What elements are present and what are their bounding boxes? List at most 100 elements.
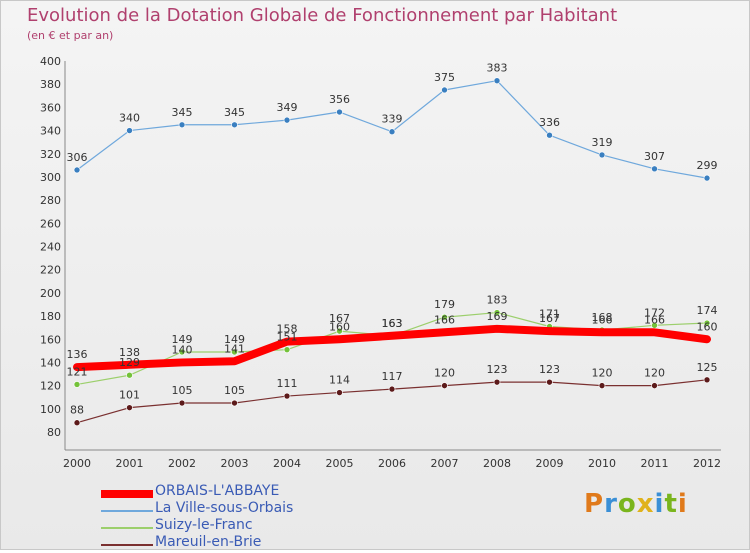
data-label-orbais-l-abbaye: 160 [329, 320, 350, 333]
data-label-mareuil-en-brie: 111 [277, 377, 298, 390]
logo-letter: r [604, 489, 618, 519]
data-label-orbais-l-abbaye: 158 [277, 323, 298, 336]
y-tick-label: 80 [47, 426, 61, 439]
data-point-la-ville-sous-orbais [651, 165, 658, 173]
data-point-la-ville-sous-orbais [546, 131, 553, 139]
logo-letter: i [677, 489, 688, 519]
data-label-suizy-le-franc: 151 [277, 331, 298, 344]
data-label-mareuil-en-brie: 123 [539, 363, 560, 376]
logo-letter: o [617, 489, 637, 519]
proxiti-logo: Proxiti [584, 489, 688, 519]
data-point-mareuil-en-brie [336, 389, 343, 396]
data-label-la-ville-sous-orbais: 307 [644, 150, 665, 163]
legend-swatch-orbais [101, 490, 153, 498]
data-point-mareuil-en-brie [651, 382, 658, 389]
data-point-suizy-le-franc [441, 313, 448, 321]
data-point-suizy-le-franc [283, 346, 291, 353]
data-label-mareuil-en-brie: 114 [329, 374, 350, 387]
data-label-la-ville-sous-orbais: 375 [434, 71, 455, 84]
y-tick-label: 340 [40, 125, 61, 138]
data-point-la-ville-sous-orbais [126, 127, 133, 134]
data-label-orbais-l-abbaye: 140 [172, 343, 193, 356]
data-label-la-ville-sous-orbais: 319 [592, 136, 613, 149]
data-point-mareuil-en-brie [283, 392, 291, 400]
y-tick-label: 100 [40, 403, 61, 416]
x-tick-label: 2010 [588, 457, 616, 470]
logo-letter: x [636, 489, 655, 519]
data-label-mareuil-en-brie: 117 [382, 370, 403, 383]
x-tick-label: 2001 [116, 457, 144, 470]
data-label-la-ville-sous-orbais: 336 [539, 116, 560, 129]
series-group [73, 77, 711, 427]
data-point-mareuil-en-brie [703, 376, 711, 384]
data-point-la-ville-sous-orbais [231, 121, 238, 129]
data-label-la-ville-sous-orbais: 356 [329, 93, 350, 106]
x-tick-label: 2011 [641, 457, 669, 470]
data-point-mareuil-en-brie [178, 399, 186, 407]
data-point-mareuil-en-brie [598, 382, 606, 389]
data-label-orbais-l-abbaye: 167 [539, 312, 560, 325]
series-line-orbais-l-abbaye [73, 324, 711, 372]
y-tick-label: 220 [40, 264, 61, 277]
legend-swatch-suizy [101, 527, 153, 529]
y-tick-label: 280 [40, 194, 61, 207]
x-tick-label: 2004 [273, 457, 301, 470]
x-tick-label: 2009 [536, 457, 564, 470]
x-tick-label: 2000 [63, 457, 91, 470]
logo-letter: t [664, 489, 678, 519]
data-label-orbais-l-abbaye: 166 [434, 313, 455, 326]
data-label-orbais-l-abbaye: 163 [382, 317, 403, 330]
y-tick-label: 200 [40, 287, 61, 300]
y-tick-label: 240 [40, 241, 61, 254]
data-label-orbais-l-abbaye: 136 [67, 348, 88, 361]
data-point-la-ville-sous-orbais [493, 77, 501, 85]
data-label-suizy-le-franc: 168 [592, 311, 613, 324]
data-label-la-ville-sous-orbais: 306 [67, 151, 88, 164]
data-point-suizy-le-franc [178, 348, 186, 356]
data-label-la-ville-sous-orbais: 345 [224, 106, 245, 119]
data-label-mareuil-en-brie: 88 [70, 404, 84, 417]
data-point-mareuil-en-brie [388, 385, 396, 393]
data-label-mareuil-en-brie: 105 [224, 384, 245, 397]
y-tick-label: 380 [40, 78, 61, 91]
y-tick-label: 160 [40, 333, 61, 346]
data-point-mareuil-en-brie [73, 419, 81, 427]
data-label-suizy-le-franc: 183 [487, 294, 508, 307]
data-point-la-ville-sous-orbais [336, 108, 343, 116]
data-point-mareuil-en-brie [441, 382, 448, 389]
x-tick-label: 2012 [693, 457, 721, 470]
y-tick-label: 120 [40, 380, 61, 393]
data-point-la-ville-sous-orbais [73, 166, 81, 174]
data-point-la-ville-sous-orbais [598, 151, 606, 159]
x-tick-label: 2008 [483, 457, 511, 470]
legend-label-suizy: Suizy-le-Franc [155, 517, 253, 533]
data-point-suizy-le-franc [126, 371, 133, 379]
data-point-la-ville-sous-orbais [441, 86, 448, 94]
x-tick-label: 2003 [221, 457, 249, 470]
legend-item-orbais: ORBAIS-L'ABBAYE [101, 483, 361, 502]
legend-label-orbais: ORBAIS-L'ABBAYE [155, 483, 280, 499]
data-point-la-ville-sous-orbais [283, 116, 291, 124]
legend-swatch-la-ville [101, 510, 153, 512]
data-point-la-ville-sous-orbais [703, 174, 711, 182]
chart-title: Evolution de la Dotation Globale de Fonc… [27, 5, 618, 26]
data-label-mareuil-en-brie: 120 [592, 367, 613, 380]
data-labels: 306 340 345 345 349 356 339 375 383 336 319 307 299 8… [67, 62, 718, 417]
x-tick-label: 2002 [168, 457, 196, 470]
data-label-orbais-l-abbaye: 166 [592, 313, 613, 326]
data-label-mareuil-en-brie: 125 [697, 361, 718, 374]
data-label-la-ville-sous-orbais: 349 [277, 101, 298, 114]
y-tick-label: 260 [40, 217, 61, 230]
data-label-suizy-le-franc: 149 [224, 333, 245, 346]
data-point-la-ville-sous-orbais [388, 128, 396, 136]
chart-subtitle: (en € et par an) [27, 29, 114, 42]
logo-letter: i [654, 489, 665, 519]
data-label-suizy-le-franc: 121 [67, 365, 88, 378]
y-tick-label: 320 [40, 148, 61, 161]
data-label-mareuil-en-brie: 120 [644, 367, 665, 380]
data-label-suizy-le-franc: 163 [382, 317, 403, 330]
data-label-orbais-l-abbaye: 138 [119, 346, 140, 359]
data-point-mareuil-en-brie [231, 399, 238, 407]
